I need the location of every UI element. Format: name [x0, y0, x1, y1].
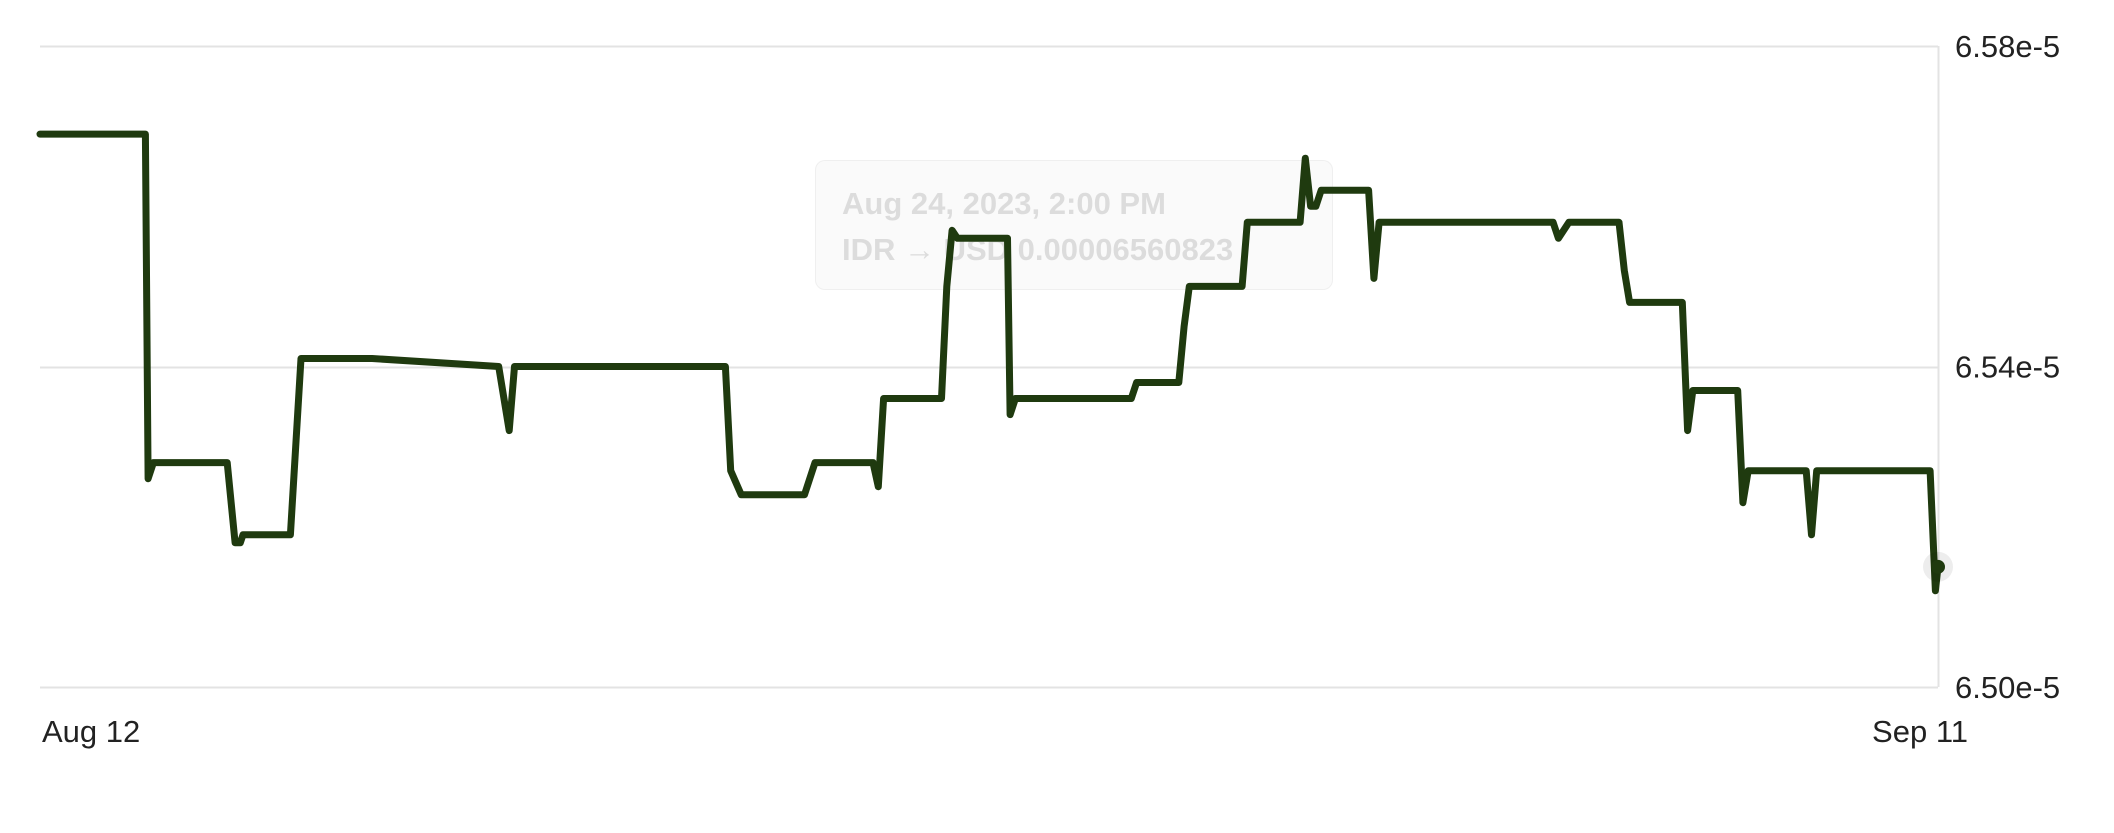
tooltip-rate: IDR → USD 0.00006560823	[842, 232, 1234, 267]
x-axis: Aug 12 Sep 11	[42, 714, 1968, 749]
hover-tooltip: Aug 24, 2023, 2:00 PM IDR → USD 0.000065…	[815, 160, 1333, 290]
y-tick-label: 6.54e-5	[1955, 350, 2060, 385]
y-tick-label: 6.50e-5	[1955, 670, 2060, 705]
y-tick-label: 6.58e-5	[1955, 29, 2060, 64]
tooltip-date: Aug 24, 2023, 2:00 PM	[842, 186, 1166, 221]
grid-layer	[40, 45, 1940, 689]
x-tick-label: Aug 12	[42, 714, 140, 749]
y-axis: 6.58e-5 6.54e-5 6.50e-5	[1955, 29, 2060, 705]
x-tick-label: Sep 11	[1872, 714, 1968, 749]
